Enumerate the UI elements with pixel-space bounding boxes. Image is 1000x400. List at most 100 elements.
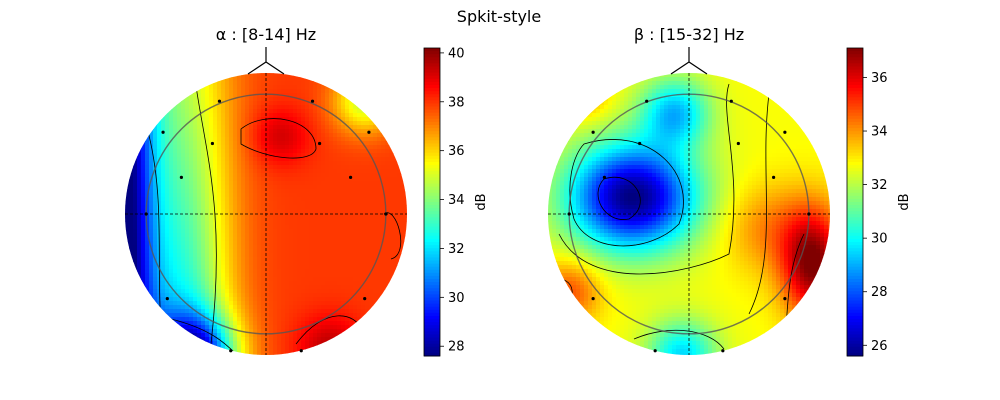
heatmap-cell [293,233,298,238]
heatmap-cell [257,77,262,82]
heatmap-cell [233,129,238,134]
heatmap-cell [129,181,134,186]
heatmap-cell [365,297,370,302]
heatmap-cell [301,73,306,78]
heatmap-cell [365,125,370,130]
heatmap-cell [756,117,761,122]
heatmap-cell [349,153,354,158]
heatmap-cell [153,277,158,282]
heatmap-cell [784,105,789,110]
heatmap-cell [696,93,701,98]
heatmap-cell [177,157,182,162]
heatmap-cell [233,337,238,342]
heatmap-cell [660,105,665,110]
heatmap-cell [744,81,749,86]
heatmap-cell [233,253,238,258]
heatmap-cell [189,121,194,126]
heatmap-cell [321,141,326,146]
heatmap-cell [261,165,266,170]
heatmap-cell [289,297,294,302]
heatmap-cell [269,161,274,166]
colorbar-segment [424,158,440,163]
heatmap-cell [720,113,725,118]
heatmap-cell [321,169,326,174]
heatmap-cell [257,329,262,334]
heatmap-cell [273,265,278,270]
heatmap-cell [361,241,366,246]
heatmap-cell [648,73,653,78]
heatmap-cell [329,201,334,206]
heatmap-cell [181,261,186,266]
heatmap-cell [161,285,166,290]
heatmap-cell [317,213,322,218]
heatmap-cell [153,125,158,130]
heatmap-cell [261,349,266,354]
heatmap-cell [153,273,158,278]
heatmap-cell [329,177,334,182]
heatmap-cell [293,129,298,134]
heatmap-cell [229,325,234,330]
heatmap-cell [353,149,358,154]
heatmap-cell [325,341,330,346]
heatmap-cell [381,193,386,198]
heatmap-cell [177,181,182,186]
heatmap-cell [221,117,226,122]
heatmap-cell [145,149,150,154]
heatmap-cell [293,137,298,142]
heatmap-cell [269,257,274,262]
heatmap-cell [289,209,294,214]
heatmap-cell [225,129,230,134]
heatmap-cell [145,181,150,186]
heatmap-cell [357,213,362,218]
heatmap-cell [325,101,330,106]
heatmap-cell [313,169,318,174]
heatmap-cell [153,197,158,202]
heatmap-cell [337,197,342,202]
heatmap-cell [125,225,130,230]
heatmap-cell [265,153,270,158]
heatmap-cell [305,233,310,238]
heatmap-cell [161,217,166,222]
heatmap-cell [249,109,254,114]
colorbar-segment [424,63,440,67]
heatmap-cell [153,217,158,222]
heatmap-cell [257,241,262,246]
heatmap-cell [660,117,665,122]
heatmap-cell [181,229,186,234]
heatmap-cell [321,209,326,214]
heatmap-cell [273,77,278,82]
heatmap-cell [712,117,717,122]
heatmap-cell [165,313,170,318]
heatmap-cell [281,317,286,322]
heatmap-cell [213,273,218,278]
heatmap-cell [333,341,338,346]
heatmap-cell [237,281,242,286]
heatmap-cell [141,261,146,266]
heatmap-cell [389,189,394,194]
heatmap-cell [321,193,326,198]
heatmap-cell [277,225,282,230]
heatmap-cell [728,93,733,98]
heatmap-cell [393,205,398,210]
heatmap-cell [165,317,170,322]
heatmap-cell [369,177,374,182]
heatmap-cell [141,189,146,194]
heatmap-cell [389,269,394,274]
heatmap-cell [249,185,254,190]
heatmap-cell [141,177,146,182]
heatmap-cell [197,329,202,334]
heatmap-cell [353,177,358,182]
heatmap-cell [305,89,310,94]
heatmap-cell [313,281,318,286]
heatmap-cell [325,329,330,334]
heatmap-cell [341,225,346,230]
heatmap-cell [309,141,314,146]
heatmap-cell [173,117,178,122]
heatmap-cell [145,185,150,190]
heatmap-cell [273,137,278,142]
heatmap-cell [269,237,274,242]
heatmap-cell [205,337,210,342]
heatmap-cell [365,261,370,266]
heatmap-cell [229,113,234,118]
heatmap-cell [169,265,174,270]
